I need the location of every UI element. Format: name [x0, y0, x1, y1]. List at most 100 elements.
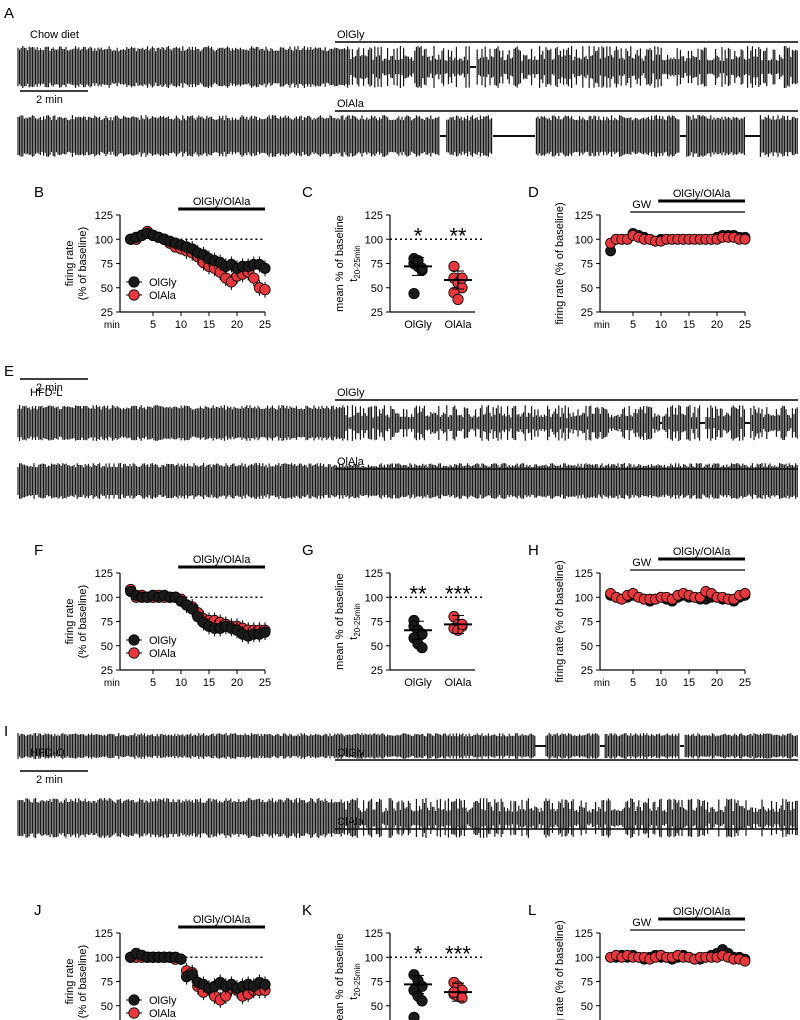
significance-stars: *** [445, 581, 471, 606]
gw-label: GW [632, 917, 652, 929]
x-tick-label: 15 [203, 319, 215, 331]
panel-letter-gw: L [528, 902, 536, 919]
panel-letter-mean: G [302, 542, 314, 559]
drug-bar-label: OlGly/OlAla [193, 554, 251, 566]
legend-marker-olgly [128, 634, 140, 646]
y-tick-label: 75 [371, 259, 383, 271]
scale-bar-label: 2 min [36, 774, 63, 786]
drug-bar-label: OlGly/OlAla [193, 196, 251, 208]
y-axis-label-2: (% of baseline) [77, 227, 89, 300]
panel-letter-traces: E [4, 363, 14, 380]
y-tick-label: 50 [581, 283, 593, 295]
y-tick-label: 125 [575, 210, 593, 222]
x-label-min: min [104, 320, 120, 331]
panel-letter-time: J [34, 902, 42, 919]
x-tick-label: 20 [711, 677, 723, 689]
x-tick-label: 15 [203, 677, 215, 689]
y-tick-label: 125 [365, 210, 383, 222]
x-label-min: min [104, 678, 120, 689]
point-olala [259, 284, 271, 296]
y-tick-label: 75 [371, 617, 383, 629]
trace-label-olala: OlAla [337, 98, 365, 110]
significance-stars: * [414, 223, 423, 248]
x-tick-label: 20 [231, 677, 243, 689]
significance-stars: *** [445, 941, 471, 966]
x-tick-label: 10 [175, 319, 187, 331]
y-tick-label: 75 [581, 977, 593, 989]
y-tick-label: 75 [371, 977, 383, 989]
panel-letter-time: B [34, 184, 44, 201]
drug-bar-label: OlGly/OlAla [673, 546, 731, 558]
y-tick-label: 75 [101, 977, 113, 989]
y-tick-label: 125 [95, 928, 113, 940]
condition-label: Chow diet [30, 29, 79, 41]
x-tick-label: 10 [655, 677, 667, 689]
y-tick-label: 75 [101, 259, 113, 271]
y-tick-label: 50 [581, 641, 593, 653]
significance-stars: ** [449, 223, 467, 248]
trace-label-olgly: OlGly [337, 29, 365, 41]
legend-label-olgly: OlGly [149, 635, 177, 647]
y-tick-label: 100 [575, 592, 593, 604]
panel-letter-time: F [34, 542, 43, 559]
y-tick-label: 100 [95, 234, 113, 246]
y-tick-label: 50 [371, 641, 383, 653]
trace-label-olala: OlAla [337, 456, 365, 468]
point-olgly [408, 1011, 420, 1020]
y-tick-label: 125 [95, 210, 113, 222]
y-tick-label: 50 [371, 1001, 383, 1013]
y-axis-sublabel: t20-25min [348, 245, 362, 281]
y-tick-label: 125 [575, 568, 593, 580]
sub-range: 20-25min [353, 603, 362, 636]
y-tick-label: 75 [581, 259, 593, 271]
y-tick-label: 50 [101, 1001, 113, 1013]
gw-label: GW [632, 199, 652, 211]
x-tick-label: 20 [231, 319, 243, 331]
panel-letter-gw: D [528, 184, 539, 201]
scale-bar-label: 2 min [36, 94, 63, 106]
x-tick-label: 5 [150, 677, 156, 689]
sub-t: t [348, 997, 360, 1000]
point-olgly [416, 642, 428, 654]
legend-label-olgly: OlGly [149, 995, 177, 1007]
point-olgly [416, 995, 428, 1007]
y-tick-label: 100 [365, 952, 383, 964]
significance-stars: * [414, 941, 423, 966]
x-tick-label: 25 [739, 677, 751, 689]
point-olgly [175, 953, 187, 965]
category-label: OlAla [445, 677, 473, 689]
x-tick-label: 25 [259, 677, 271, 689]
legend-marker-olala [128, 647, 140, 659]
x-tick-label: 15 [683, 677, 695, 689]
significance-stars: ** [409, 581, 427, 606]
y-tick-label: 25 [371, 307, 383, 319]
trace-olala [17, 798, 798, 838]
legend-marker-olala [128, 1007, 140, 1019]
y-tick-label: 50 [101, 641, 113, 653]
y-tick-label: 125 [575, 928, 593, 940]
x-tick-label: 10 [175, 677, 187, 689]
x-tick-label: 25 [259, 319, 271, 331]
y-tick-label: 125 [365, 928, 383, 940]
panel-letter-gw: H [528, 542, 539, 559]
y-axis-label-2: (% of baseline) [77, 585, 89, 658]
y-tick-label: 50 [371, 283, 383, 295]
gw-label: GW [632, 557, 652, 569]
sub-range: 20-25min [353, 245, 362, 278]
y-axis-label: firing rate (% of baseline) [554, 202, 566, 324]
legend-marker-olgly [128, 276, 140, 288]
x-tick-label: 20 [711, 319, 723, 331]
x-tick-label: 5 [630, 677, 636, 689]
panel-letter-traces: I [4, 723, 8, 740]
y-tick-label: 25 [581, 307, 593, 319]
drug-bar-label: OlGly/OlAla [673, 188, 731, 200]
legend-label-olgly: OlGly [149, 277, 177, 289]
y-tick-label: 100 [95, 592, 113, 604]
category-label: OlGly [404, 677, 432, 689]
point-olgly [408, 614, 420, 627]
x-label-min: min [594, 320, 610, 331]
x-tick-label: 5 [630, 319, 636, 331]
y-axis-sublabel: t20-25min [348, 603, 362, 639]
trace-olgly [17, 733, 798, 759]
